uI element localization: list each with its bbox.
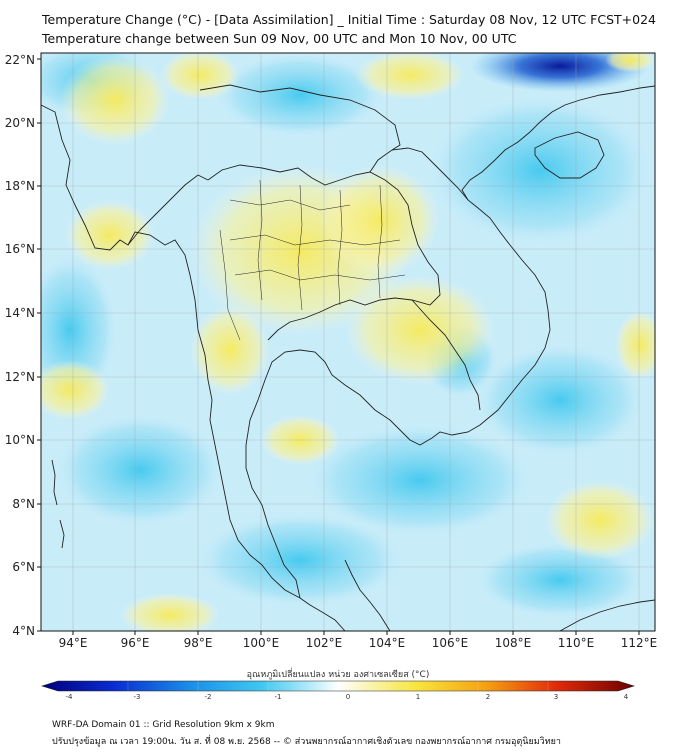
lat-label-22: 22°N: [5, 53, 35, 67]
colorbar: -4 -3 -2 -1 0 1 2 3 4: [40, 680, 636, 701]
lon-label-94: 94°E: [59, 636, 88, 650]
map-subtitle: Temperature change between Sun 09 Nov, 0…: [42, 31, 517, 46]
lat-label-6: 6°N: [12, 560, 35, 574]
coastlines-and-borders: [41, 84, 655, 631]
footer-model-info: WRF-DA Domain 01 :: Grid Resolution 9km …: [52, 720, 275, 730]
lon-label-108: 108°E: [495, 636, 532, 650]
lat-label-12: 12°N: [5, 370, 35, 384]
lon-label-104: 104°E: [369, 636, 406, 650]
lat-label-20: 20°N: [5, 116, 35, 130]
lon-label-102: 102°E: [306, 636, 343, 650]
cbar-tick-m2: -2: [205, 693, 212, 701]
lon-ticks: [72, 631, 640, 635]
cbar-tick-1: 1: [416, 693, 420, 701]
lon-label-96: 96°E: [121, 636, 150, 650]
cbar-tick-0: 0: [346, 693, 350, 701]
cbar-tick-2: 2: [486, 693, 490, 701]
graticule: [41, 53, 655, 631]
lon-label-112: 112°E: [621, 636, 658, 650]
lat-label-4: 4°N: [12, 624, 35, 638]
footer-credit: ปรับปรุงข้อมูล ณ เวลา 19:00น. วัน ส. ที่…: [52, 737, 561, 747]
lat-label-18: 18°N: [5, 179, 35, 193]
lat-label-10: 10°N: [5, 433, 35, 447]
map-frame: [40, 52, 656, 632]
lat-label-16: 16°N: [5, 242, 35, 256]
cbar-tick-m4: -4: [66, 693, 74, 701]
colorbar-title: อุณหภูมิเปลี่ยนแปลง หน่วย องศาเซลเซียส (…: [246, 670, 430, 680]
cbar-tick-4: 4: [624, 693, 629, 701]
lon-label-100: 100°E: [243, 636, 280, 650]
lat-label-8: 8°N: [12, 497, 35, 511]
map-title: Temperature Change (°C) - [Data Assimila…: [42, 12, 657, 27]
cbar-tick-3: 3: [554, 693, 558, 701]
lat-ticks: [37, 58, 41, 632]
lon-label-110: 110°E: [558, 636, 595, 650]
lon-label-106: 106°E: [432, 636, 469, 650]
cbar-tick-m3: -3: [134, 693, 141, 701]
temperature-field: [41, 53, 655, 631]
lon-label-98: 98°E: [184, 636, 213, 650]
cbar-tick-m1: -1: [275, 693, 282, 701]
lat-label-14: 14°N: [5, 306, 35, 320]
